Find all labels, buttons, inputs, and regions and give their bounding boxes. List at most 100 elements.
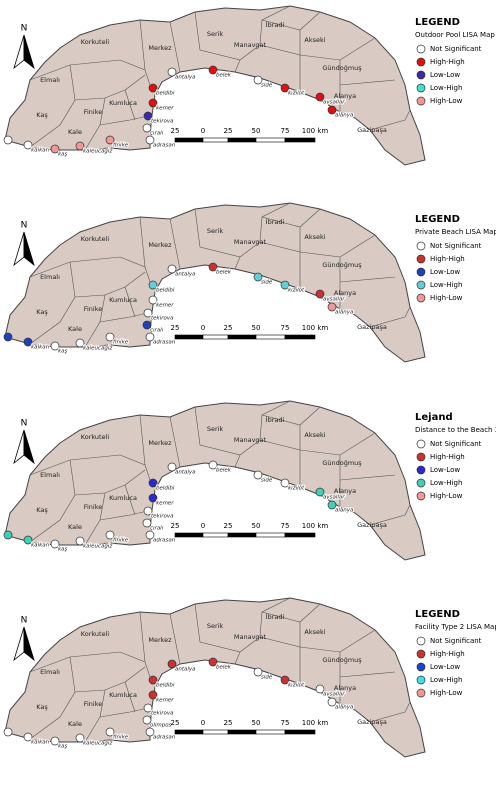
site-point — [23, 140, 33, 150]
site-point — [253, 272, 263, 282]
site-label: kızılot — [288, 683, 305, 689]
legend-label: High-Low — [430, 492, 463, 500]
legend-swatch — [416, 70, 426, 80]
district-label: Kaş — [36, 308, 48, 316]
site-label: kemer — [156, 698, 174, 704]
site-point — [148, 478, 158, 488]
site-label: kalkan — [31, 543, 50, 549]
scale-label: 100 km — [302, 522, 329, 530]
site-point — [167, 659, 177, 669]
site-point — [208, 657, 218, 667]
legend-subtitle: Private Beach LISA Map — [415, 228, 496, 236]
map-panel: N Korkuteli Elmalı Kaş Finike Kumluca Kale Merk… — [3, 5, 495, 166]
scale-label: 25 — [171, 127, 180, 135]
site-label: kaş — [58, 349, 68, 355]
scale-segment — [284, 729, 316, 735]
site-point — [167, 264, 177, 274]
legend-swatch — [416, 96, 426, 106]
scale-segment — [202, 729, 229, 735]
scale-segment — [202, 532, 229, 538]
site-point — [145, 727, 155, 737]
district-label: Gündoğmuş — [322, 459, 362, 467]
site-point — [3, 530, 13, 540]
district-label: Akseki — [304, 628, 325, 636]
site-point — [280, 83, 290, 93]
scale-label: 100 km — [302, 719, 329, 727]
site-label: antalya — [175, 75, 196, 81]
site-label: antalya — [175, 272, 196, 278]
site-point — [50, 736, 60, 746]
site-label: finike — [113, 735, 129, 741]
legend-swatch — [416, 267, 426, 277]
site-point — [327, 302, 337, 312]
legend-swatch — [416, 662, 426, 672]
legend-subtitle: Outdoor Pool LISA Map — [415, 31, 495, 39]
site-label: tekirova — [151, 119, 174, 125]
site-label: belek — [216, 665, 232, 671]
site-label: beldibi — [156, 683, 175, 689]
site-label: alanya — [335, 508, 354, 514]
district-label: Serik — [207, 622, 224, 630]
district-label: Kale — [68, 523, 82, 531]
site-point — [315, 684, 325, 694]
district-label: Korkuteli — [81, 235, 110, 243]
legend-label: High-High — [430, 453, 465, 461]
scale-label: 25 — [224, 127, 233, 135]
district-label: Gazipaşa — [357, 323, 387, 331]
legend-label: Not Significant — [430, 242, 482, 250]
scale-segment — [174, 532, 204, 538]
legend-swatch — [416, 688, 426, 698]
map-panel: N Korkuteli Elmalı Kaş Finike Kumluca Kale Merk… — [3, 400, 496, 561]
site-point — [253, 470, 263, 480]
site-point — [142, 320, 152, 330]
scale-label: 25 — [224, 522, 233, 530]
site-point — [23, 535, 33, 545]
district-label: Kaş — [36, 506, 48, 514]
site-label: kalkan — [31, 345, 50, 351]
site-point — [50, 341, 60, 351]
north-arrow — [23, 231, 35, 267]
district-label: Finike — [84, 305, 103, 313]
site-point — [142, 518, 152, 528]
district-label: Merkez — [148, 439, 172, 447]
scale-label: 75 — [281, 324, 290, 332]
site-point — [75, 733, 85, 743]
legend-swatch — [416, 241, 426, 251]
district-label: Serik — [207, 227, 224, 235]
site-label: beldibi — [156, 288, 175, 294]
site-label: kızılot — [288, 288, 305, 294]
legend-label: High-Low — [430, 97, 463, 105]
district-label: Gündoğmuş — [322, 64, 362, 72]
site-label: belek — [216, 468, 232, 474]
north-label: N — [21, 24, 28, 34]
site-label: belek — [216, 73, 232, 79]
district-label: Merkez — [148, 241, 172, 249]
district-label: Kaş — [36, 111, 48, 119]
site-point — [75, 141, 85, 151]
legend-swatch — [416, 293, 426, 303]
district-label: Gündoğmuş — [322, 656, 362, 664]
district-label: İbradi — [266, 612, 285, 621]
legend-swatch — [416, 254, 426, 264]
site-label: adrasan — [153, 735, 176, 741]
legend-title: Lejand — [415, 412, 453, 423]
district-label: Alanya — [334, 684, 356, 692]
legend-label: Low-Low — [430, 268, 460, 276]
scale-label: 100 km — [302, 324, 329, 332]
site-point — [143, 111, 153, 121]
scale-label: 25 — [224, 324, 233, 332]
site-point — [143, 506, 153, 516]
district-label: Elmalı — [40, 273, 60, 281]
site-point — [105, 530, 115, 540]
district-borders — [29, 5, 411, 151]
district-label: Gazipaşa — [357, 718, 387, 726]
north-arrow — [23, 34, 35, 70]
site-point — [280, 675, 290, 685]
north-arrow — [13, 231, 25, 267]
district-label: Elmalı — [40, 471, 60, 479]
site-label: kemer — [156, 501, 174, 507]
district-label: Elmalı — [40, 668, 60, 676]
legend-subtitle: Distance to the Beach 3 LISA Map — [415, 426, 496, 434]
scale-segment — [255, 532, 286, 538]
north-arrow — [13, 626, 25, 662]
